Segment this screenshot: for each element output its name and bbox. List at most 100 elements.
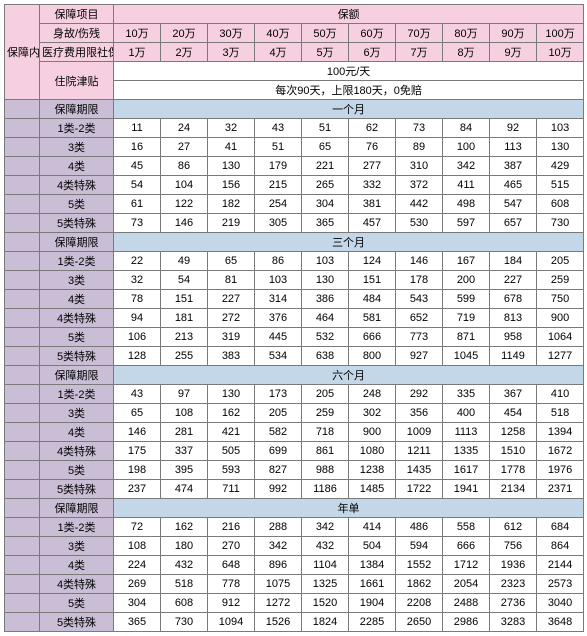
p0-r1-c9: 130 bbox=[537, 138, 584, 157]
med-limit-value-9: 10万 bbox=[537, 43, 584, 62]
p0-r1-c4: 65 bbox=[302, 138, 349, 157]
period-0-blank bbox=[5, 100, 40, 119]
death-disab-value-9: 100万 bbox=[537, 24, 584, 43]
med-limit-value-0: 1万 bbox=[114, 43, 161, 62]
death-disab-value-3: 40万 bbox=[255, 24, 302, 43]
p2-r4-c2: 593 bbox=[208, 461, 255, 480]
p1-r2-label: 4类 bbox=[40, 290, 114, 309]
p1-r5-c3: 534 bbox=[255, 347, 302, 366]
p0-r1-c7: 100 bbox=[443, 138, 490, 157]
p3-r1-c3: 342 bbox=[255, 537, 302, 556]
p3-r5-c2: 1094 bbox=[208, 613, 255, 632]
p2-r5-c8: 2134 bbox=[490, 480, 537, 499]
p0-r4-c6: 442 bbox=[396, 195, 443, 214]
p2-r4-label: 5类 bbox=[40, 461, 114, 480]
p0-r4-c8: 547 bbox=[490, 195, 537, 214]
p2-r4-c8: 1778 bbox=[490, 461, 537, 480]
period-2-label: 保障期限 bbox=[40, 366, 114, 385]
p1-r4-c3: 445 bbox=[255, 328, 302, 347]
p2-r0-c2: 130 bbox=[208, 385, 255, 404]
p0-r2-c2: 130 bbox=[208, 157, 255, 176]
p3-r0-c5: 414 bbox=[349, 518, 396, 537]
p1-r2-blank bbox=[5, 290, 40, 309]
p1-r5-label: 5类特殊 bbox=[40, 347, 114, 366]
p1-r2-c9: 750 bbox=[537, 290, 584, 309]
p2-r3-c5: 1080 bbox=[349, 442, 396, 461]
period-1-label: 保障期限 bbox=[40, 233, 114, 252]
med-limit-value-3: 4万 bbox=[255, 43, 302, 62]
p2-r0-c7: 335 bbox=[443, 385, 490, 404]
p2-r3-blank bbox=[5, 442, 40, 461]
p2-r5-c1: 474 bbox=[161, 480, 208, 499]
death-disab-value-4: 50万 bbox=[302, 24, 349, 43]
p3-r3-c1: 518 bbox=[161, 575, 208, 594]
p1-r4-c9: 1064 bbox=[537, 328, 584, 347]
p1-r4-c7: 871 bbox=[443, 328, 490, 347]
med-limit-value-7: 8万 bbox=[443, 43, 490, 62]
period-1-title: 三个月 bbox=[114, 233, 584, 252]
p1-r0-c5: 124 bbox=[349, 252, 396, 271]
period-1-blank bbox=[5, 233, 40, 252]
p1-r5-c0: 128 bbox=[114, 347, 161, 366]
p2-r2-c5: 900 bbox=[349, 423, 396, 442]
p0-r2-c8: 387 bbox=[490, 157, 537, 176]
p3-r1-c6: 594 bbox=[396, 537, 443, 556]
p0-r5-c5: 457 bbox=[349, 214, 396, 233]
p0-r5-label: 5类特殊 bbox=[40, 214, 114, 233]
p3-r1-c4: 432 bbox=[302, 537, 349, 556]
p2-r1-label: 3类 bbox=[40, 404, 114, 423]
p1-r0-c4: 103 bbox=[302, 252, 349, 271]
p1-r3-blank bbox=[5, 309, 40, 328]
period-3-blank bbox=[5, 499, 40, 518]
p2-r1-c0: 65 bbox=[114, 404, 161, 423]
p1-r5-c5: 800 bbox=[349, 347, 396, 366]
med-limit-value-5: 6万 bbox=[349, 43, 396, 62]
p3-r4-c0: 304 bbox=[114, 594, 161, 613]
p2-r0-blank bbox=[5, 385, 40, 404]
p1-r3-c4: 464 bbox=[302, 309, 349, 328]
p1-r4-c1: 213 bbox=[161, 328, 208, 347]
p0-r2-c7: 342 bbox=[443, 157, 490, 176]
p1-r0-c3: 86 bbox=[255, 252, 302, 271]
p0-r5-c2: 219 bbox=[208, 214, 255, 233]
p1-r4-c0: 106 bbox=[114, 328, 161, 347]
p3-r1-c9: 864 bbox=[537, 537, 584, 556]
p0-r3-c8: 465 bbox=[490, 176, 537, 195]
p1-r2-c7: 599 bbox=[443, 290, 490, 309]
p0-r0-c5: 62 bbox=[349, 119, 396, 138]
p1-r1-c4: 130 bbox=[302, 271, 349, 290]
p0-r2-c1: 86 bbox=[161, 157, 208, 176]
p3-r0-c6: 486 bbox=[396, 518, 443, 537]
p0-r3-c6: 372 bbox=[396, 176, 443, 195]
p2-r2-c9: 1394 bbox=[537, 423, 584, 442]
p2-r2-c0: 146 bbox=[114, 423, 161, 442]
p3-r4-c4: 1520 bbox=[302, 594, 349, 613]
p3-r1-blank bbox=[5, 537, 40, 556]
p1-r1-label: 3类 bbox=[40, 271, 114, 290]
p2-r5-c5: 1485 bbox=[349, 480, 396, 499]
p3-r0-c9: 684 bbox=[537, 518, 584, 537]
p0-r2-c0: 45 bbox=[114, 157, 161, 176]
death-disab-value-5: 60万 bbox=[349, 24, 396, 43]
p2-r2-c4: 718 bbox=[302, 423, 349, 442]
p3-r3-c2: 778 bbox=[208, 575, 255, 594]
p0-r0-c2: 32 bbox=[208, 119, 255, 138]
p2-r5-c0: 237 bbox=[114, 480, 161, 499]
p1-r3-c7: 719 bbox=[443, 309, 490, 328]
p3-r2-c1: 432 bbox=[161, 556, 208, 575]
p2-r4-c4: 988 bbox=[302, 461, 349, 480]
p2-r1-c2: 162 bbox=[208, 404, 255, 423]
p0-r0-c4: 51 bbox=[302, 119, 349, 138]
p2-r4-c0: 198 bbox=[114, 461, 161, 480]
p0-r1-c5: 76 bbox=[349, 138, 396, 157]
p0-r4-c0: 61 bbox=[114, 195, 161, 214]
p0-r2-c6: 310 bbox=[396, 157, 443, 176]
p0-r1-label: 3类 bbox=[40, 138, 114, 157]
p3-r5-c4: 1824 bbox=[302, 613, 349, 632]
p1-r5-c8: 1149 bbox=[490, 347, 537, 366]
p2-r0-c5: 248 bbox=[349, 385, 396, 404]
p1-r2-c4: 386 bbox=[302, 290, 349, 309]
p3-r4-c3: 1272 bbox=[255, 594, 302, 613]
p3-r3-c5: 1661 bbox=[349, 575, 396, 594]
p1-r0-c0: 22 bbox=[114, 252, 161, 271]
